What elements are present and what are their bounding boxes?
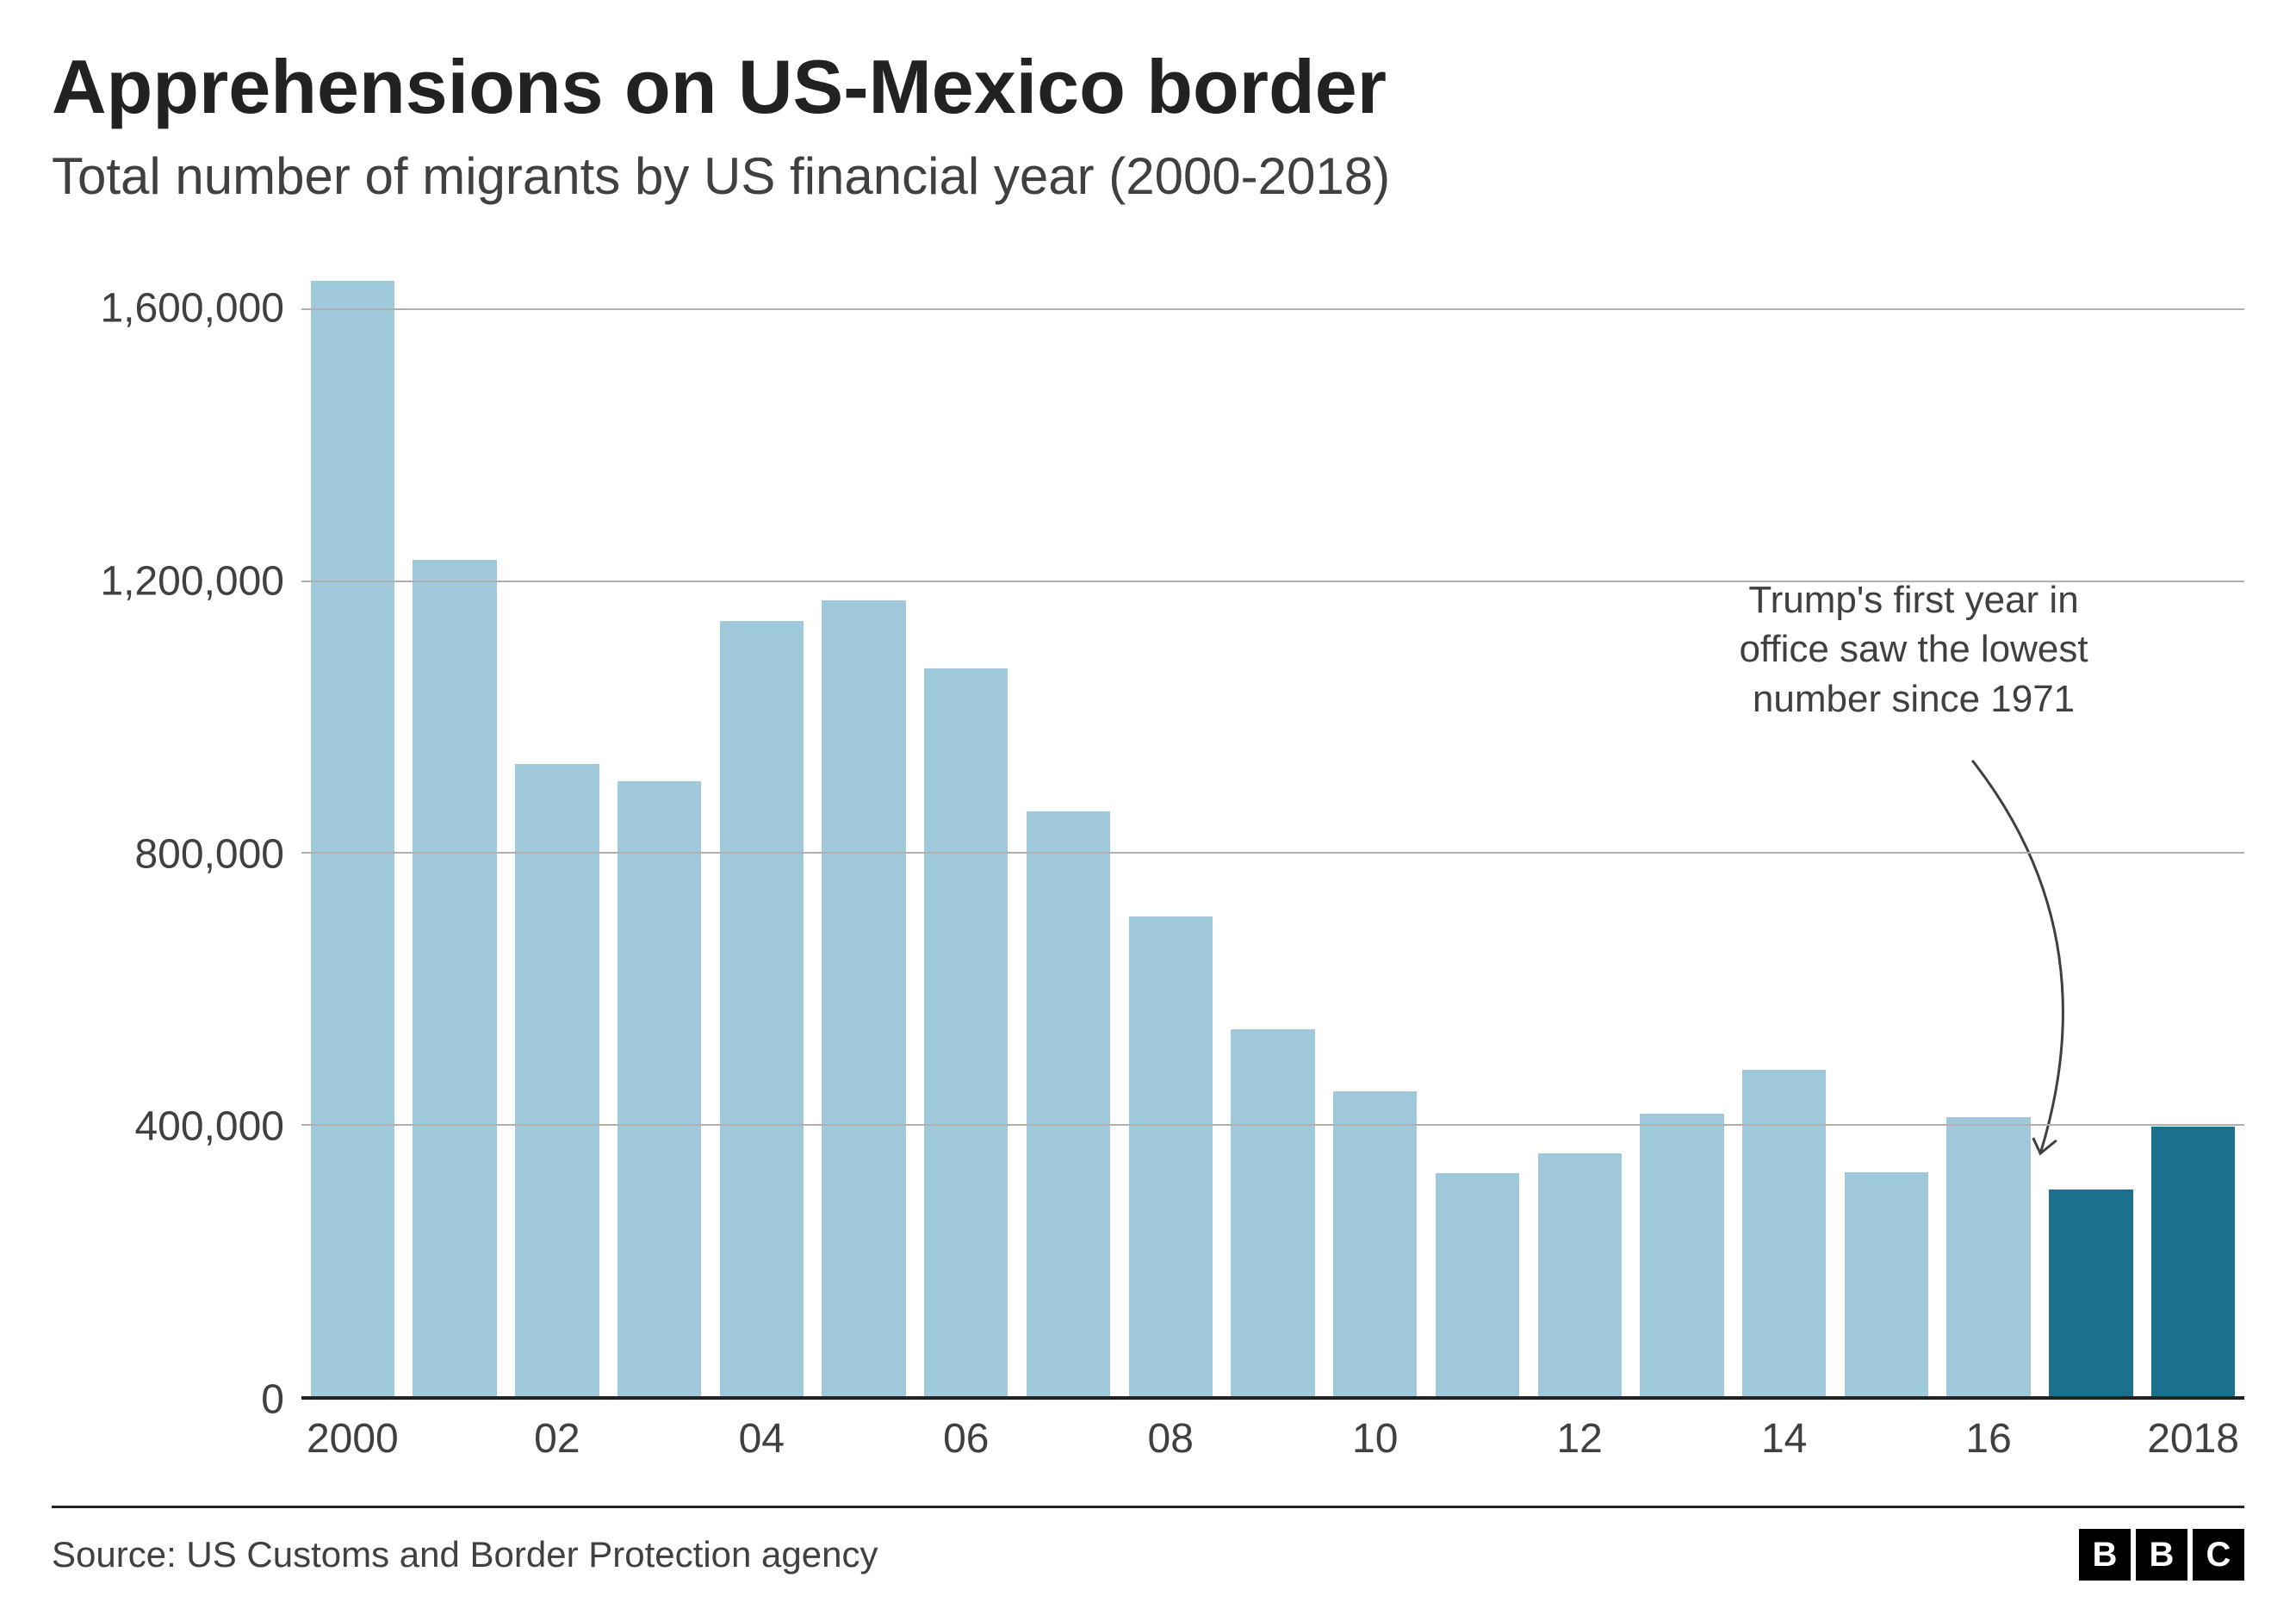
- x-tick-label: [1017, 1415, 1120, 1463]
- bbc-letter: C: [2193, 1529, 2244, 1581]
- x-tick-label: 12: [1529, 1415, 1631, 1463]
- x-tick-label: 08: [1120, 1415, 1222, 1463]
- y-tick-label: 1,600,000: [100, 285, 284, 332]
- y-tick-label: 1,200,000: [100, 557, 284, 605]
- x-tick-label: 14: [1733, 1415, 1835, 1463]
- plot-area: Trump's first year inoffice saw the lowe…: [301, 240, 2244, 1400]
- x-tick-label: 04: [711, 1415, 813, 1463]
- x-tick-label: 10: [1324, 1415, 1426, 1463]
- bbc-letter: B: [2079, 1529, 2131, 1581]
- chart-title: Apprehensions on US-Mexico border: [52, 43, 2244, 131]
- gridline: [301, 308, 2244, 310]
- gridline: [301, 852, 2244, 854]
- y-axis: 0400,000800,0001,200,0001,600,000: [52, 240, 301, 1400]
- x-tick-label: 16: [1938, 1415, 2040, 1463]
- chart-area: 0400,000800,0001,200,0001,600,000 Trump'…: [52, 240, 2244, 1400]
- x-tick-label: [1835, 1415, 1938, 1463]
- chart-subtitle: Total number of migrants by US financial…: [52, 146, 2244, 206]
- gridline: [301, 1124, 2244, 1126]
- x-tick-label: 06: [915, 1415, 1017, 1463]
- gridline: [301, 581, 2244, 582]
- x-tick-label: 2018: [2142, 1415, 2244, 1463]
- chart-footer: Source: US Customs and Border Protection…: [52, 1506, 2244, 1581]
- annotation-arrow: [301, 240, 2244, 1396]
- y-tick-label: 0: [261, 1376, 284, 1424]
- x-tick-label: [1222, 1415, 1325, 1463]
- x-tick-label: 02: [506, 1415, 608, 1463]
- y-tick-label: 400,000: [134, 1103, 284, 1151]
- x-axis: 2000 02 04 06 08 10 12 14 16 2018: [301, 1415, 2244, 1463]
- x-tick-label: [608, 1415, 711, 1463]
- bbc-logo: BBC: [2079, 1529, 2244, 1581]
- chart-container: Apprehensions on US-Mexico border Total …: [0, 0, 2296, 1615]
- x-tick-label: 2000: [301, 1415, 404, 1463]
- x-tick-label: [404, 1415, 506, 1463]
- source-text: Source: US Customs and Border Protection…: [52, 1534, 878, 1575]
- bbc-letter: B: [2136, 1529, 2187, 1581]
- x-tick-label: [1631, 1415, 1734, 1463]
- x-tick-label: [1426, 1415, 1529, 1463]
- y-tick-label: 800,000: [134, 830, 284, 878]
- x-tick-label: [813, 1415, 915, 1463]
- x-tick-label: [2039, 1415, 2142, 1463]
